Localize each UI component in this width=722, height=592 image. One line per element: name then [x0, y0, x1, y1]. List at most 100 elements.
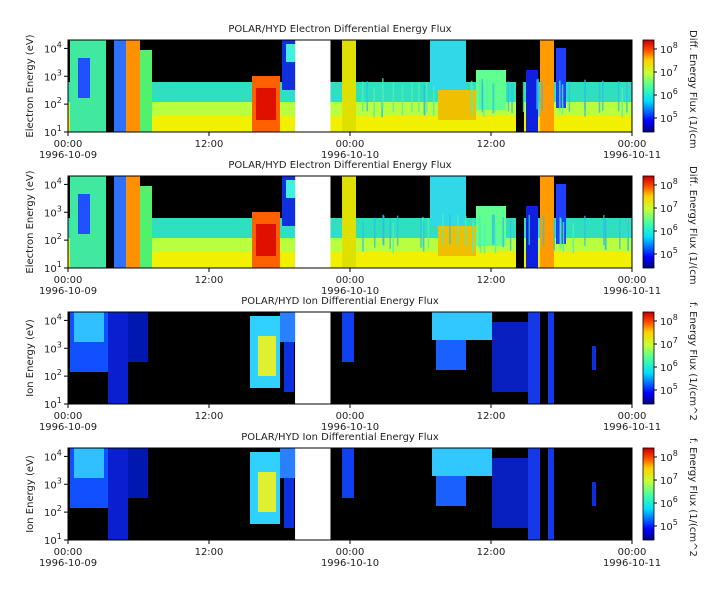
spectrogram-streak — [486, 79, 489, 110]
spectrogram-feature — [114, 176, 126, 268]
colorbar — [642, 447, 655, 541]
y-tick-label: 102 — [44, 368, 62, 383]
spectrogram-band-floor — [330, 252, 632, 268]
spectrogram-streak — [471, 84, 473, 115]
spectrogram-streak — [422, 221, 425, 252]
spectrogram-feature — [516, 176, 524, 268]
spectrogram-streak — [483, 86, 485, 117]
x-date-label: 1996-10-11 — [603, 286, 661, 297]
spectrogram-feature — [258, 472, 276, 512]
colorbar-label: f. Energy Flux (1/(cm^2 — [687, 438, 698, 557]
spectrogram-streak — [493, 214, 495, 245]
spectrogram-streak — [572, 223, 575, 254]
spectrogram-feature — [126, 40, 140, 132]
spectrogram-streak — [626, 82, 628, 113]
x-date-label: 1996-10-09 — [39, 422, 97, 433]
y-tick-label: 102 — [44, 504, 62, 519]
spectrogram-streak — [479, 222, 482, 253]
panel-title: POLAR/HYD Ion Differential Energy Flux — [241, 296, 439, 307]
spectrogram-streak — [598, 82, 601, 113]
spectrogram-feature — [540, 176, 554, 268]
x-tick-label: 00:00 — [336, 547, 365, 558]
spectrogram-streak — [493, 82, 496, 113]
spectrogram-streak — [432, 85, 435, 116]
spectrogram-streak — [449, 214, 451, 245]
spectrogram-feature — [432, 448, 492, 476]
y-axis-label: Ion Energy (eV) — [25, 319, 36, 397]
x-tick-label: 00:00 — [336, 411, 365, 422]
spectrogram-feature — [556, 48, 566, 108]
spectrogram-streak — [392, 222, 394, 253]
spectrogram-feature — [74, 312, 104, 342]
colorbar-label: f. Energy Flux (1/(cm^2 — [687, 302, 698, 421]
x-tick-label: 12:00 — [195, 139, 224, 150]
spectrogram-feature — [74, 448, 104, 478]
spectrogram-feature — [342, 40, 356, 132]
colorbar-tick-label: 108 — [660, 449, 678, 464]
spectrogram-band-floor — [330, 116, 632, 132]
spectrogram-feature — [432, 312, 492, 340]
spectrogram-streak — [507, 81, 510, 112]
spectrogram-streak — [382, 78, 384, 109]
colorbar-tick-label: 107 — [660, 336, 678, 351]
spectrogram-feature — [108, 448, 128, 540]
spectrogram-streak — [553, 220, 556, 251]
spectrogram-feature — [106, 40, 114, 132]
y-tick-label: 103 — [44, 204, 62, 219]
spectrogram-streak — [561, 84, 564, 115]
y-tick-label: 103 — [44, 340, 62, 355]
spectrogram-streak — [584, 215, 586, 246]
spectrogram-feature — [540, 448, 548, 540]
y-tick-label: 104 — [44, 312, 62, 327]
spectrogram-streak — [472, 222, 475, 253]
colorbar-tick-label: 105 — [660, 246, 678, 261]
x-tick-label: 00:00 — [618, 139, 647, 150]
spectrogram-streak — [373, 217, 376, 248]
spectrogram-streak — [423, 85, 426, 116]
panel-1: POLAR/HYD Electron Differential Energy F… — [25, 24, 698, 161]
spectrogram-streak — [361, 81, 364, 112]
colorbar — [642, 175, 655, 269]
spectrogram-feature — [140, 186, 152, 268]
spectrogram-streak — [528, 214, 530, 245]
spectrogram-streak — [481, 82, 484, 113]
spectrogram-streak — [492, 83, 494, 114]
colorbar-tick-label: 107 — [660, 472, 678, 487]
spectrogram-feature — [516, 40, 524, 132]
x-tick-label: 12:00 — [195, 411, 224, 422]
spectrogram-streak — [418, 81, 420, 112]
spectrogram-feature — [430, 40, 466, 90]
plot-area — [68, 40, 632, 132]
spectrogram-streak — [427, 218, 430, 249]
spectrogram-streak — [511, 82, 513, 113]
spectrogram-feature — [128, 312, 148, 362]
colorbar-tick-label: 106 — [660, 359, 678, 374]
spectrogram-streak — [627, 220, 629, 251]
colorbar-tick-label: 106 — [660, 495, 678, 510]
spectrogram-feature — [540, 40, 554, 132]
spectrogram-feature — [556, 184, 566, 244]
plot-area — [68, 176, 632, 268]
spectrogram-feature — [526, 206, 538, 268]
spectrogram-feature — [438, 90, 476, 120]
y-tick-label: 101 — [44, 124, 62, 139]
colorbar-tick-label: 107 — [660, 200, 678, 215]
spectrogram-feature — [256, 224, 276, 256]
spectrogram-streak — [465, 215, 467, 246]
spectrogram-feature — [140, 50, 152, 132]
x-tick-label: 12:00 — [195, 547, 224, 558]
x-tick-label: 00:00 — [54, 547, 83, 558]
y-tick-label: 104 — [44, 40, 62, 55]
y-tick-label: 101 — [44, 260, 62, 275]
spectrogram-streak — [542, 215, 545, 246]
x-date-label: 1996-10-09 — [39, 150, 97, 161]
colorbar-tick-label: 106 — [660, 223, 678, 238]
spectrogram-feature — [438, 226, 476, 256]
spectrogram-streak — [621, 87, 623, 118]
y-tick-label: 102 — [44, 96, 62, 111]
spectrogram-streak — [382, 215, 385, 246]
spectrogram-streak — [536, 79, 538, 110]
panel-2: POLAR/HYD Electron Differential Energy F… — [25, 160, 698, 297]
x-tick-label: 00:00 — [54, 139, 83, 150]
